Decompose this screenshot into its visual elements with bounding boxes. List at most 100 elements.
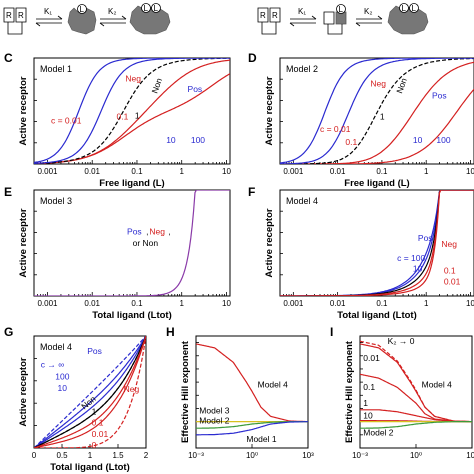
schematic-left: R R K₁ L K₂ L L xyxy=(3,3,171,35)
chart-annotation: 100 xyxy=(436,135,450,145)
series-line xyxy=(280,58,474,164)
panel-letter: E xyxy=(4,185,12,199)
y-axis-label: Active receptor xyxy=(18,76,29,145)
chart-annotation: 10 xyxy=(58,383,68,393)
series-line xyxy=(34,336,146,448)
x-tick-label: 1 xyxy=(424,167,429,176)
y-axis-label: Effective Hill exponent xyxy=(344,340,355,443)
chart-annotation: 0.1 xyxy=(117,111,129,121)
model-label: Model 4 xyxy=(40,342,72,352)
x-tick-label: 0.01 xyxy=(84,299,100,308)
chart-annotation: 1 xyxy=(135,110,140,120)
schematic-k1-label: K₁ xyxy=(298,7,306,16)
series-line xyxy=(360,373,472,423)
x-tick-label: 10⁰ xyxy=(410,451,422,460)
x-tick-label: 0 xyxy=(32,451,37,460)
x-tick-label: 0.01 xyxy=(330,167,346,176)
x-tick-label: 1 xyxy=(179,167,184,176)
schematic-k1-label: K₁ xyxy=(44,7,52,16)
schematic-receptor-label: R xyxy=(272,11,278,20)
x-tick-label: 10 xyxy=(222,167,231,176)
chart-annotation: Pos xyxy=(418,233,433,243)
y-axis-label: Effective Hill exponent xyxy=(180,340,191,443)
chart-annotation: Neg xyxy=(149,227,165,237)
panel-letter: H xyxy=(166,325,175,339)
x-tick-label: 0.1 xyxy=(131,299,143,308)
chart-annotation: Model 3 xyxy=(199,406,230,416)
series-line xyxy=(280,190,474,296)
schematic-ligand-label: L xyxy=(144,4,149,13)
chart-annotation: or Non xyxy=(133,238,159,248)
model-label: Model 4 xyxy=(286,196,318,206)
schematic-receptor-label: R xyxy=(18,11,24,20)
series-line xyxy=(196,421,308,436)
series-line xyxy=(34,336,146,448)
chart-annotation: Neg xyxy=(125,73,141,83)
chart-annotation: , xyxy=(168,227,170,237)
chart-annotation: , xyxy=(146,227,148,237)
panel-e: E 0.001 0.01 0.1 1 10 Active receptor Total lig… xyxy=(4,185,231,321)
x-tick-label: 0.001 xyxy=(37,299,58,308)
model-label: Model 3 xyxy=(40,196,72,206)
series-line xyxy=(34,336,146,448)
x-tick-label: 0.001 xyxy=(283,299,304,308)
x-axis-label: Total ligand (Ltot) xyxy=(50,462,130,473)
chart-annotation: 0.01 xyxy=(444,276,461,286)
chart-annotation: Pos xyxy=(432,90,447,100)
panel-d: D 0.001 0.01 0.1 1 10 Active receptor Free liga… xyxy=(248,51,474,189)
chart-annotation: 0.1 xyxy=(92,418,104,428)
chart-annotation: Model 4 xyxy=(258,379,289,389)
chart-annotation: Non xyxy=(394,76,409,94)
chart-annotation: Neg xyxy=(124,384,140,394)
panel-letter: C xyxy=(4,51,13,65)
chart-annotation: Neg xyxy=(441,239,457,249)
chart-annotation: Model 2 xyxy=(363,427,394,437)
series-line xyxy=(360,409,472,423)
x-axis-label: Total ligand (Ltot) xyxy=(92,310,172,321)
schematic-ligand-label: L xyxy=(154,4,159,13)
x-tick-label: 1 xyxy=(179,299,184,308)
panel-c: C 0.001 0.01 0.1 1 10 Active receptor Free liga… xyxy=(4,51,231,189)
chart-annotation: 1 xyxy=(92,406,97,416)
x-tick-label: 0.1 xyxy=(131,167,143,176)
y-axis-label: Active receptor xyxy=(264,76,275,145)
panel-g: G 0 0.5 1 1.5 2 Active receptor Total ligand (L… xyxy=(4,325,149,473)
series-line xyxy=(34,190,230,296)
x-tick-label: 0.01 xyxy=(84,167,100,176)
panel-i: I 10⁻³ 10⁰ 10³ Effective Hill exponent K₂ → 0… xyxy=(330,325,474,460)
panel-letter: F xyxy=(248,185,255,199)
chart-annotation: Pos xyxy=(127,227,142,237)
chart-annotation: 0.1 xyxy=(363,382,375,392)
x-tick-label: 1 xyxy=(88,451,93,460)
schematic-ligand-label: L xyxy=(339,5,344,14)
x-axis-label: Free ligand (L) xyxy=(344,178,409,189)
series-line xyxy=(280,61,474,164)
chart-annotation: K₂ → 0 xyxy=(388,336,415,346)
schematic-ligand-label: L xyxy=(412,4,417,13)
chart-annotation: Model 4 xyxy=(422,379,453,389)
chart-annotation: c = 0.01 xyxy=(320,124,351,134)
y-axis-label: Active receptor xyxy=(264,208,275,277)
x-tick-label: 0.1 xyxy=(376,167,388,176)
x-tick-label: 10 xyxy=(466,299,474,308)
chart-annotation: 0.01 xyxy=(92,429,109,439)
chart-annotation: 10 xyxy=(413,264,423,274)
schematic-receptor-label: R xyxy=(6,11,12,20)
chart-annotation: c → ∞ xyxy=(41,359,65,369)
model-label: Model 2 xyxy=(286,64,318,74)
panel-letter: I xyxy=(330,325,333,339)
chart-annotation: c = 0.01 xyxy=(51,116,82,126)
chart-annotation: c = 100 xyxy=(397,253,425,263)
plot-frame xyxy=(279,57,474,165)
y-axis-label: Active receptor xyxy=(18,208,29,277)
schematic-receptor-label: R xyxy=(260,11,266,20)
x-axis-label: Total ligand (Ltot) xyxy=(337,310,417,321)
panel-letter: G xyxy=(4,325,13,339)
chart-annotation: 1 xyxy=(380,111,385,121)
series-line xyxy=(280,58,474,164)
series-line xyxy=(34,58,230,163)
chart-annotation: 1 xyxy=(363,398,368,408)
schematic-ligand-label: L xyxy=(80,5,85,14)
x-tick-label: 10 xyxy=(466,167,474,176)
model-label: Model 1 xyxy=(40,64,72,74)
